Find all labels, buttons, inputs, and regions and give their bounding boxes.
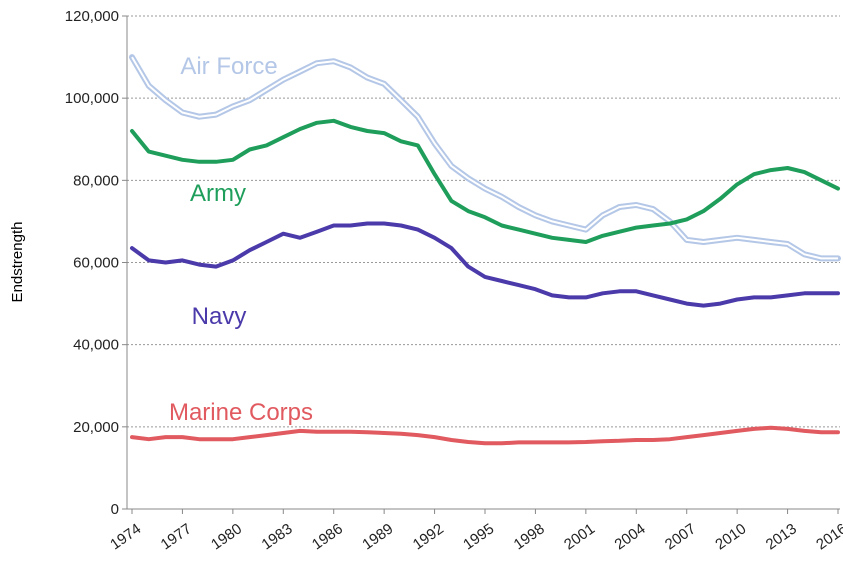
- y-axis-label: Endstrength: [9, 222, 26, 303]
- x-tick-label: 1989: [359, 520, 396, 553]
- series-label: Marine Corps: [169, 399, 313, 426]
- x-tick-label: 1974: [107, 520, 144, 553]
- x-tick-label: 1995: [460, 520, 497, 553]
- y-tick-label: 40,000: [73, 337, 119, 354]
- line-highlight: [131, 56, 838, 260]
- x-tick-label: 2013: [763, 520, 800, 553]
- series-label: Navy: [192, 303, 247, 330]
- x-tick-label: 1983: [258, 520, 295, 553]
- y-tick-label: 120,000: [65, 8, 119, 25]
- x-tick-label: 1992: [410, 520, 447, 553]
- y-tick-label: 100,000: [65, 90, 119, 107]
- y-tick-label: 0: [111, 501, 119, 518]
- y-tick-label: 60,000: [73, 255, 119, 272]
- x-tick-label: 1977: [158, 520, 195, 553]
- x-tick-label: 2004: [611, 520, 648, 553]
- x-tick-label: 1998: [511, 520, 548, 553]
- x-tick-label: 1980: [208, 520, 245, 553]
- series-line: [130, 221, 840, 308]
- x-tick-label: 2001: [561, 520, 598, 553]
- y-tick-label: 20,000: [73, 419, 119, 436]
- series-line: [130, 425, 840, 446]
- x-tick-label: 2016: [813, 520, 843, 553]
- x-tick-label: 1986: [309, 520, 346, 553]
- x-tick-label: 2010: [712, 520, 749, 553]
- series-line: [130, 118, 840, 244]
- y-tick-label: 80,000: [73, 172, 119, 189]
- series-label: Army: [190, 180, 246, 207]
- series-label: Air Force: [180, 53, 277, 80]
- x-tick-label: 2007: [662, 520, 699, 553]
